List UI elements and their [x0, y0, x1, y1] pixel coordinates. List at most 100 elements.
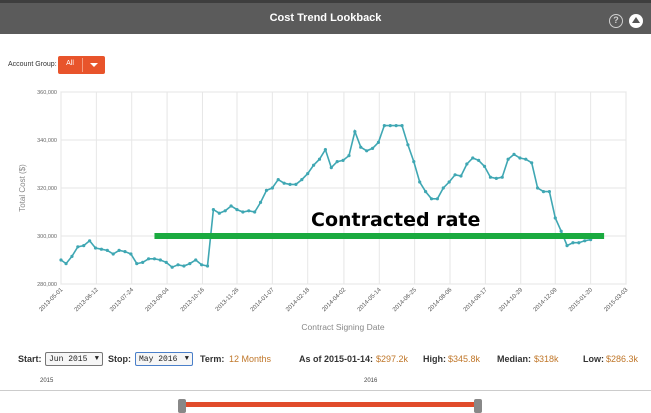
- term-controls: Start: Jun 2015 ▼ Stop: May 2016 ▼ Term: 1…: [0, 352, 651, 368]
- x-tick-label: 2014-04-02: [321, 287, 347, 313]
- data-point: [158, 258, 162, 262]
- data-point: [123, 250, 127, 254]
- dropdown-separator: [82, 58, 83, 72]
- data-point: [323, 148, 327, 152]
- data-point: [294, 182, 298, 186]
- term-label: Term:: [200, 354, 225, 364]
- term-value: 12 Months: [229, 354, 272, 364]
- data-point: [565, 244, 569, 248]
- data-point: [382, 124, 386, 128]
- x-tick-label: 2014-08-06: [427, 287, 453, 313]
- data-point: [135, 262, 139, 266]
- y-tick-label: 300,000: [37, 234, 57, 240]
- data-point: [541, 190, 546, 194]
- data-point: [335, 160, 339, 164]
- data-point: [494, 176, 498, 180]
- data-point: [282, 181, 286, 185]
- data-point: [229, 204, 233, 208]
- low-label: Low:: [583, 354, 604, 364]
- stop-label: Stop:: [108, 354, 131, 364]
- data-point: [117, 248, 121, 252]
- data-point: [59, 258, 63, 262]
- x-tick-label: 2013-09-04: [145, 287, 171, 313]
- data-point: [435, 197, 439, 201]
- asof-value: $297.2k: [376, 354, 409, 364]
- start-value: Jun 2015: [49, 355, 88, 364]
- help-icon[interactable]: ?: [609, 14, 623, 28]
- data-point: [141, 260, 145, 264]
- x-tick-label: 2015-03-03: [603, 287, 629, 313]
- data-point: [518, 156, 522, 160]
- data-point: [488, 175, 493, 179]
- y-tick-label: 360,000: [37, 90, 57, 96]
- data-point: [370, 146, 375, 150]
- chevron-down-icon: [90, 63, 98, 67]
- data-point: [547, 190, 551, 194]
- data-point: [365, 149, 369, 153]
- selected-range[interactable]: [182, 402, 477, 407]
- data-point: [347, 154, 351, 158]
- data-point: [577, 241, 581, 245]
- data-point: [400, 124, 404, 128]
- data-point: [329, 166, 333, 170]
- range-timeline[interactable]: 2015 2016: [0, 372, 651, 413]
- range-end-handle[interactable]: [474, 399, 482, 413]
- data-point: [253, 210, 257, 214]
- x-axis-ticks: 2013-05-01 2013-06-12 2013-07-24 2013-09-04…: [38, 287, 629, 313]
- data-point: [506, 157, 510, 161]
- x-tick-label: 2013-10-16: [180, 287, 206, 313]
- range-start-handle[interactable]: [178, 399, 186, 413]
- data-point: [583, 239, 587, 243]
- data-point: [205, 264, 210, 268]
- data-point: [471, 156, 475, 160]
- data-point: [359, 145, 363, 149]
- data-point: [88, 239, 92, 243]
- x-tick-label: 2015-01-20: [568, 287, 594, 313]
- data-point: [188, 262, 192, 266]
- data-point: [247, 209, 251, 213]
- contracted-rate-label: Contracted rate: [311, 209, 480, 231]
- data-point: [200, 263, 204, 267]
- account-group-dropdown[interactable]: All: [58, 56, 105, 74]
- data-point: [571, 241, 575, 245]
- timeline-axis: [0, 390, 651, 391]
- data-point: [500, 175, 504, 179]
- data-point: [223, 209, 227, 213]
- x-tick-label: 2013-05-01: [38, 287, 64, 313]
- data-point: [64, 262, 68, 266]
- y-tick-label: 320,000: [37, 186, 57, 192]
- data-point: [164, 260, 168, 264]
- low-value: $286.3k: [606, 354, 639, 364]
- timeline-year: 2016: [364, 378, 378, 384]
- data-point: [152, 257, 157, 261]
- account-group-label: Account Group:: [8, 61, 57, 68]
- data-point: [300, 178, 304, 182]
- data-point: [535, 186, 540, 190]
- data-point: [288, 182, 292, 186]
- median-value: $318k: [534, 354, 559, 364]
- data-point: [465, 162, 469, 166]
- data-point: [553, 216, 557, 220]
- median-label: Median:: [497, 354, 532, 364]
- x-tick-label: 2013-06-12: [74, 287, 100, 313]
- data-point: [129, 252, 133, 256]
- data-point: [482, 164, 487, 168]
- data-point: [146, 257, 151, 261]
- collapse-icon[interactable]: [629, 14, 643, 28]
- data-point: [376, 140, 381, 144]
- y-axis-label: Total Cost ($): [18, 164, 27, 212]
- data-point: [211, 208, 216, 212]
- y-tick-label: 280,000: [37, 282, 57, 288]
- start-select[interactable]: Jun 2015 ▼: [45, 352, 103, 366]
- x-tick-label: 2014-10-29: [498, 287, 524, 313]
- chevron-down-icon: ▼: [94, 355, 99, 363]
- x-tick-label: 2014-06-25: [392, 287, 418, 313]
- data-point: [182, 264, 186, 268]
- data-point: [194, 258, 198, 262]
- chevron-down-icon: ▼: [184, 355, 189, 363]
- data-point: [530, 161, 534, 165]
- x-tick-label: 2014-02-18: [285, 287, 311, 313]
- y-axis-ticks: 280,000 300,000 320,000 340,000 360,000: [37, 90, 57, 288]
- data-point: [99, 247, 104, 251]
- stop-select[interactable]: May 2016 ▼: [135, 352, 193, 366]
